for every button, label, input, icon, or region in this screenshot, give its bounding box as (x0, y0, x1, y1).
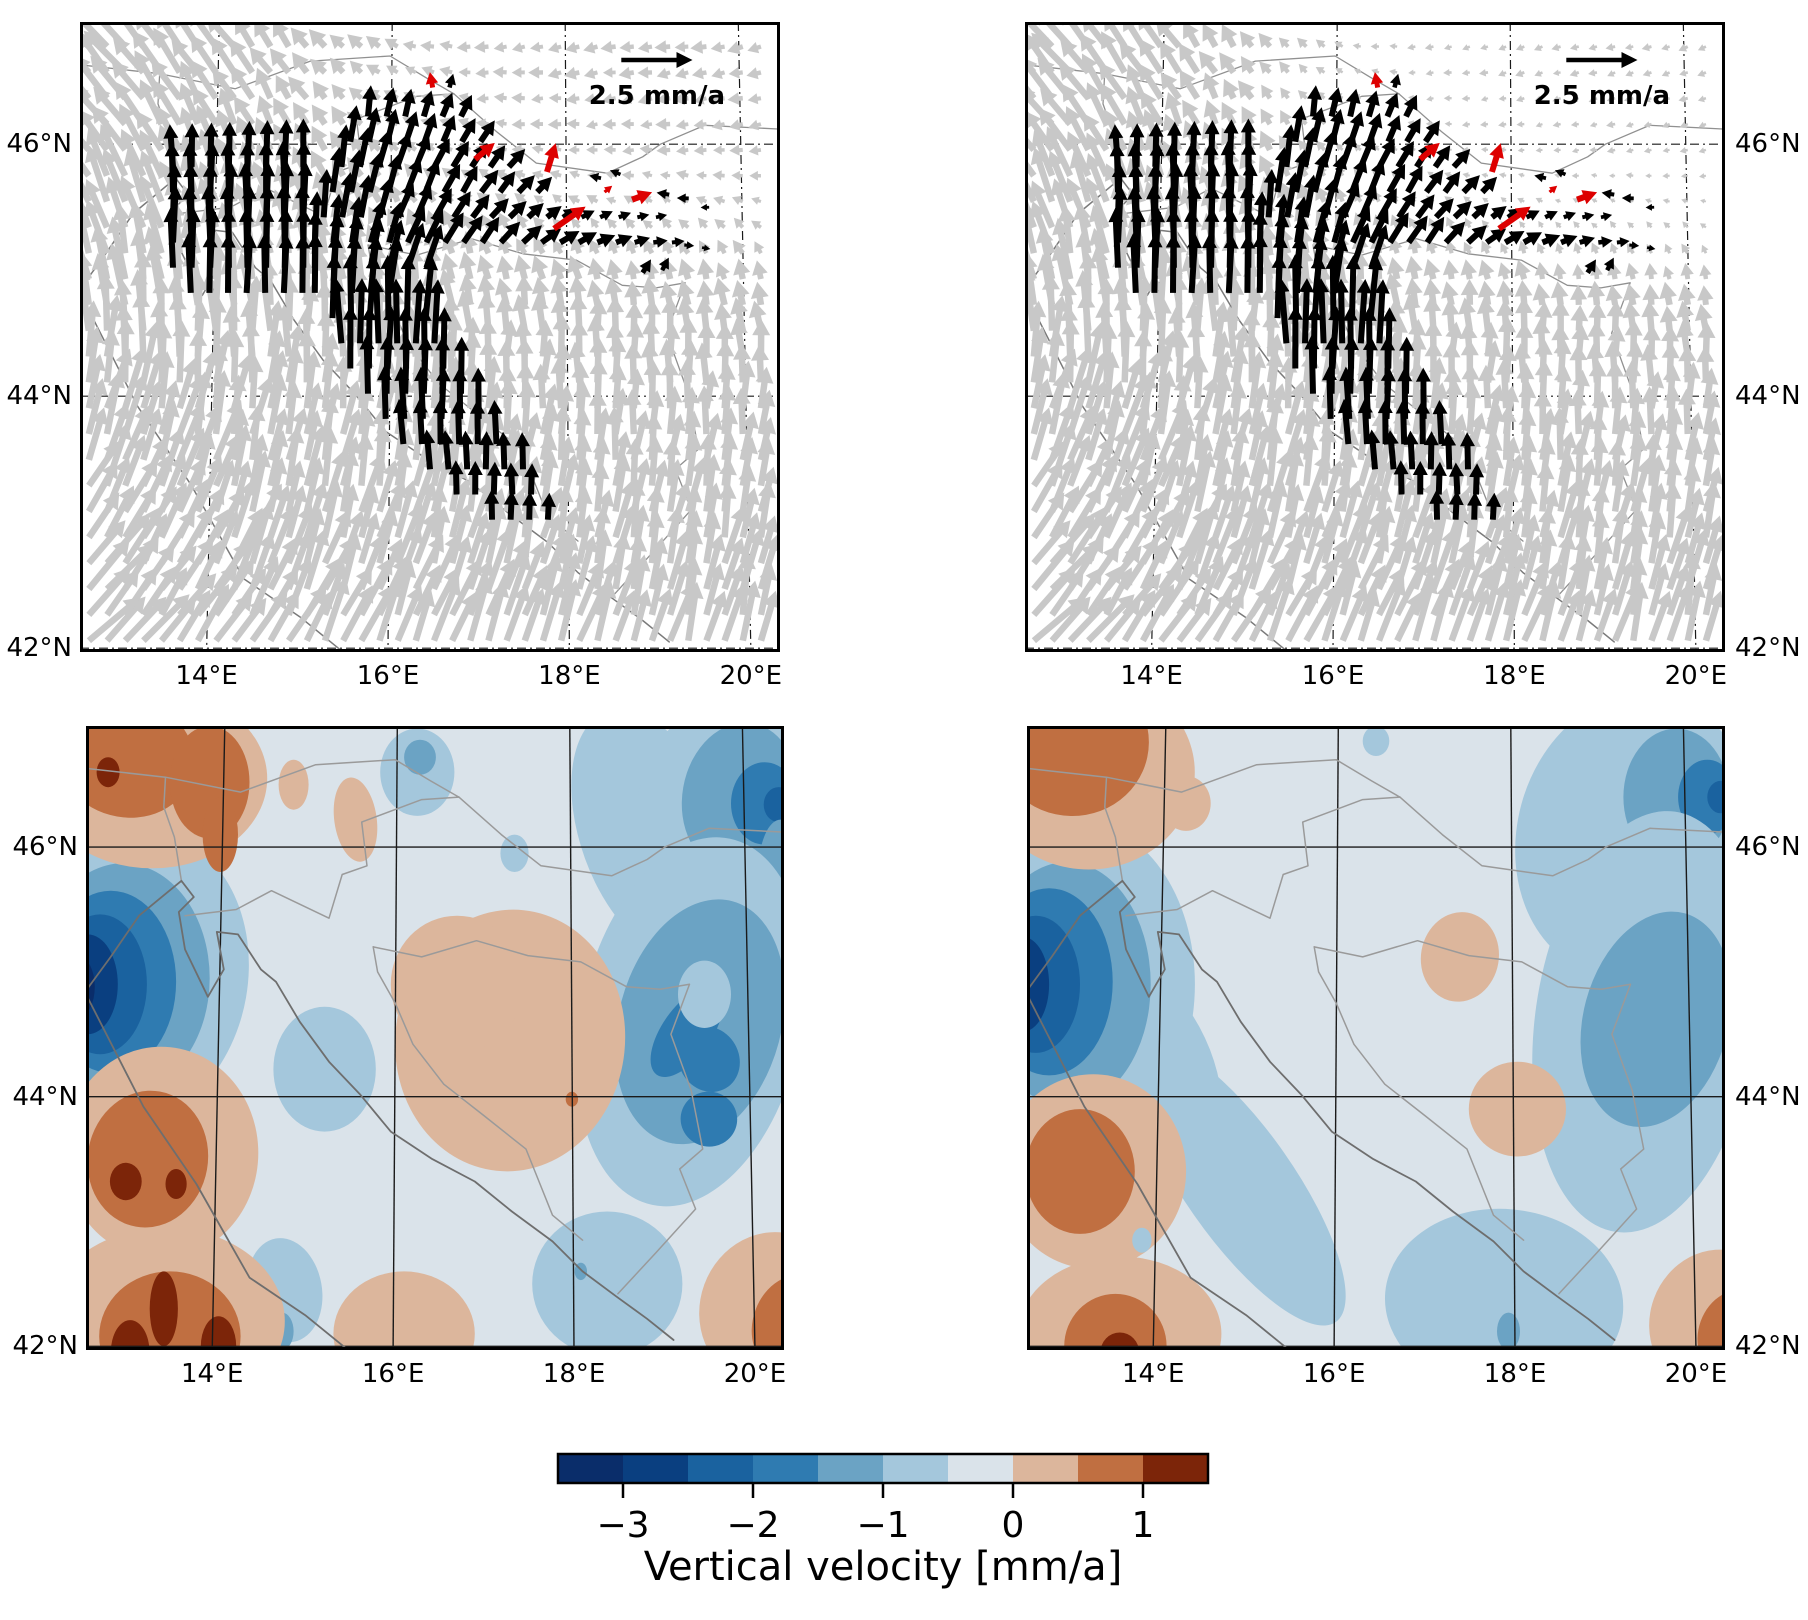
red-gps-velocities (425, 72, 653, 232)
lon-tick-label: 14°E (180, 1359, 244, 1389)
lat-tick-label: 46°N (1735, 832, 1801, 863)
black-gps-velocities (1108, 73, 1656, 520)
colorbar: −3 −2 −1 0 1 (556, 1452, 1210, 1576)
colorbar-segment (688, 1454, 753, 1483)
map-frame (80, 22, 780, 652)
colorbar-segment (1078, 1454, 1143, 1483)
black-gps-velocities (163, 73, 711, 520)
quiver-key-label: 2.5 mm/a (589, 81, 725, 111)
lon-tick-label: 14°E (1120, 661, 1183, 691)
lon-tick-label: 14°E (1121, 1359, 1185, 1389)
colorbar-segment (623, 1454, 688, 1483)
colorbar-tick-label: −1 (856, 1505, 909, 1546)
lat-tick-label: 44°N (1735, 1081, 1801, 1112)
map-frame (1027, 726, 1725, 1350)
colorbar-segment (818, 1454, 883, 1483)
lat-tick-label: 44°N (6, 381, 72, 412)
lat-tick-label: 46°N (6, 129, 72, 160)
colorbar-segment (948, 1454, 1013, 1483)
colorbar-label: Vertical velocity [mm/a] (643, 1544, 1123, 1590)
lon-tick-label: 14°E (175, 661, 238, 691)
lon-tick-label: 18°E (538, 661, 601, 691)
panel-quiver-observed: 2.5 mm/a (80, 22, 780, 652)
lon-tick-label: 20°E (719, 661, 783, 691)
lon-tick-label: 18°E (542, 1359, 606, 1389)
panel-quiver-model: 2.5 mm/a (1025, 22, 1725, 652)
map-frame (86, 726, 784, 1350)
colorbar-segment (558, 1454, 623, 1483)
lon-tick-label: 16°E (1302, 1359, 1366, 1389)
map-svg (1027, 726, 1725, 1350)
lon-tick-label: 16°E (356, 661, 420, 691)
map-svg: 2.5 mm/a (1025, 22, 1725, 652)
quiver-key: 2.5 mm/a (1534, 52, 1670, 111)
contour-bands (1027, 726, 1725, 1350)
lon-tick-label: 18°E (1483, 1359, 1547, 1389)
lat-tick-label: 42°N (1735, 633, 1801, 664)
quiver-key-label: 2.5 mm/a (1534, 81, 1670, 111)
lon-tick-label: 20°E (1664, 1359, 1728, 1389)
quiver-key: 2.5 mm/a (589, 52, 725, 111)
colorbar-segment (1013, 1454, 1078, 1483)
lat-tick-label: 42°N (12, 1331, 78, 1362)
lon-tick-label: 20°E (723, 1359, 787, 1389)
colorbar-tick-label: 1 (1132, 1505, 1155, 1546)
panel-contour-model (1027, 726, 1725, 1350)
colorbar-tick-label: 0 (1002, 1505, 1025, 1546)
colorbar-svg: −3 −2 −1 0 1 (556, 1452, 1210, 1546)
map-svg: 2.5 mm/a (80, 22, 780, 652)
lat-tick-label: 42°N (6, 633, 72, 664)
lat-tick-label: 44°N (12, 1081, 78, 1112)
colorbar-tick-label: −3 (596, 1505, 649, 1546)
red-gps-velocities (1370, 72, 1598, 232)
lat-tick-label: 44°N (1735, 381, 1801, 412)
colorbar-tick-label: −2 (726, 1505, 779, 1546)
lon-tick-label: 18°E (1483, 661, 1546, 691)
lon-tick-label: 16°E (361, 1359, 425, 1389)
coastline-borders (86, 758, 784, 1350)
map-frame (1025, 22, 1725, 652)
lat-tick-label: 42°N (1735, 1331, 1801, 1362)
map-svg (86, 726, 784, 1350)
lat-tick-label: 46°N (1735, 129, 1801, 160)
colorbar-segment (883, 1454, 948, 1483)
coastline-borders (1027, 758, 1725, 1350)
lat-tick-label: 46°N (12, 832, 78, 863)
lon-tick-label: 16°E (1301, 661, 1365, 691)
colorbar-segment (1143, 1454, 1208, 1483)
lon-tick-label: 20°E (1664, 661, 1728, 691)
colorbar-segment (753, 1454, 818, 1483)
panel-contour-observed (86, 726, 784, 1350)
